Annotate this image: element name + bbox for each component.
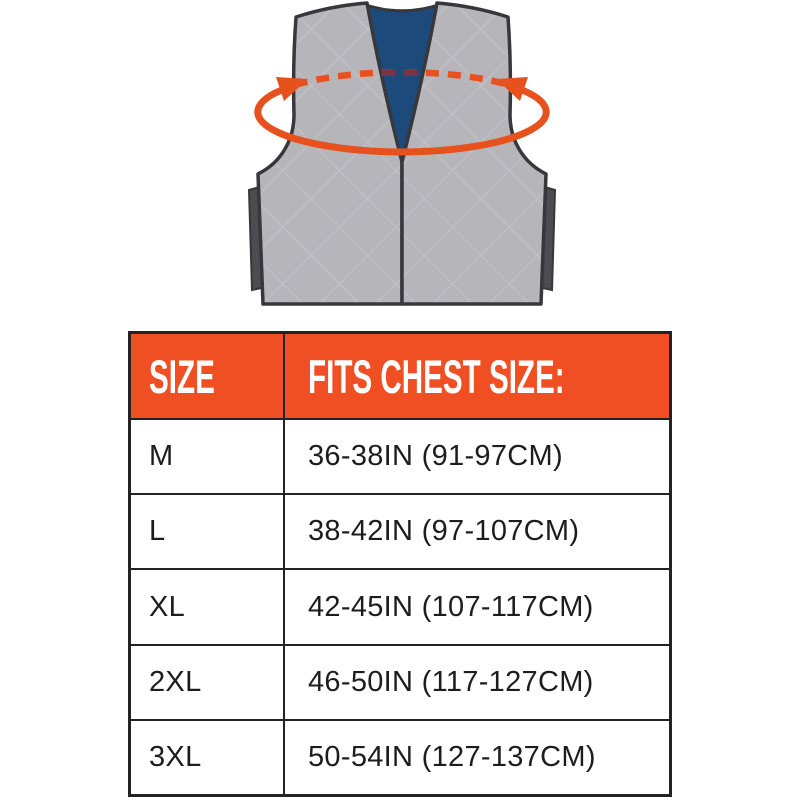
size-value: 2XL [149, 665, 202, 698]
size-cell: 3XL [131, 720, 285, 795]
size-cell: M [131, 420, 285, 494]
size-cell: 2XL [131, 645, 285, 719]
cooling-vest-illustration [247, 1, 557, 306]
arrowhead-left-icon [276, 77, 308, 101]
chest-value: 36-38IN (91-97CM) [308, 440, 563, 473]
chest-cell: 36-38IN (91-97CM) [285, 420, 669, 493]
arrowhead-right-icon [496, 77, 528, 101]
size-cell: L [131, 495, 285, 569]
chest-cell: 38-42IN (97-107CM) [285, 495, 669, 568]
chest-cell: 42-45IN (107-117CM) [285, 570, 669, 643]
table-row: M 36-38IN (91-97CM) [131, 418, 669, 494]
chest-cell: 46-50IN (117-127CM) [285, 646, 669, 719]
table-row: XL 42-45IN (107-117CM) [131, 568, 669, 644]
size-cell: XL [131, 570, 285, 644]
chest-value: 42-45IN (107-117CM) [308, 590, 594, 623]
size-chart-table: SIZE FITS CHEST SIZE: M 36-38IN (91-97CM… [128, 331, 672, 797]
size-value: L [149, 515, 166, 548]
table-row: L 38-42IN (97-107CM) [131, 493, 669, 569]
size-chart-header-row: SIZE FITS CHEST SIZE: [131, 334, 669, 418]
header-size-label: SIZE [149, 349, 215, 403]
chest-value: 46-50IN (117-127CM) [308, 665, 594, 698]
size-value: 3XL [149, 740, 202, 773]
header-cell-chest: FITS CHEST SIZE: [285, 334, 715, 418]
header-chest-label: FITS CHEST SIZE: [308, 349, 565, 403]
size-value: M [149, 440, 174, 473]
size-value: XL [149, 590, 186, 623]
chest-value: 38-42IN (97-107CM) [308, 515, 580, 548]
header-cell-size: SIZE [131, 334, 285, 418]
measurement-solid-arc [254, 84, 550, 156]
chest-cell: 50-54IN (127-137CM) [285, 721, 669, 794]
table-row: 2XL 46-50IN (117-127CM) [131, 643, 669, 719]
chest-value: 50-54IN (127-137CM) [308, 740, 596, 773]
table-row: 3XL 50-54IN (127-137CM) [131, 718, 669, 795]
chest-measurement-arrow-icon [254, 68, 550, 156]
measurement-dashed-arc [294, 68, 510, 89]
